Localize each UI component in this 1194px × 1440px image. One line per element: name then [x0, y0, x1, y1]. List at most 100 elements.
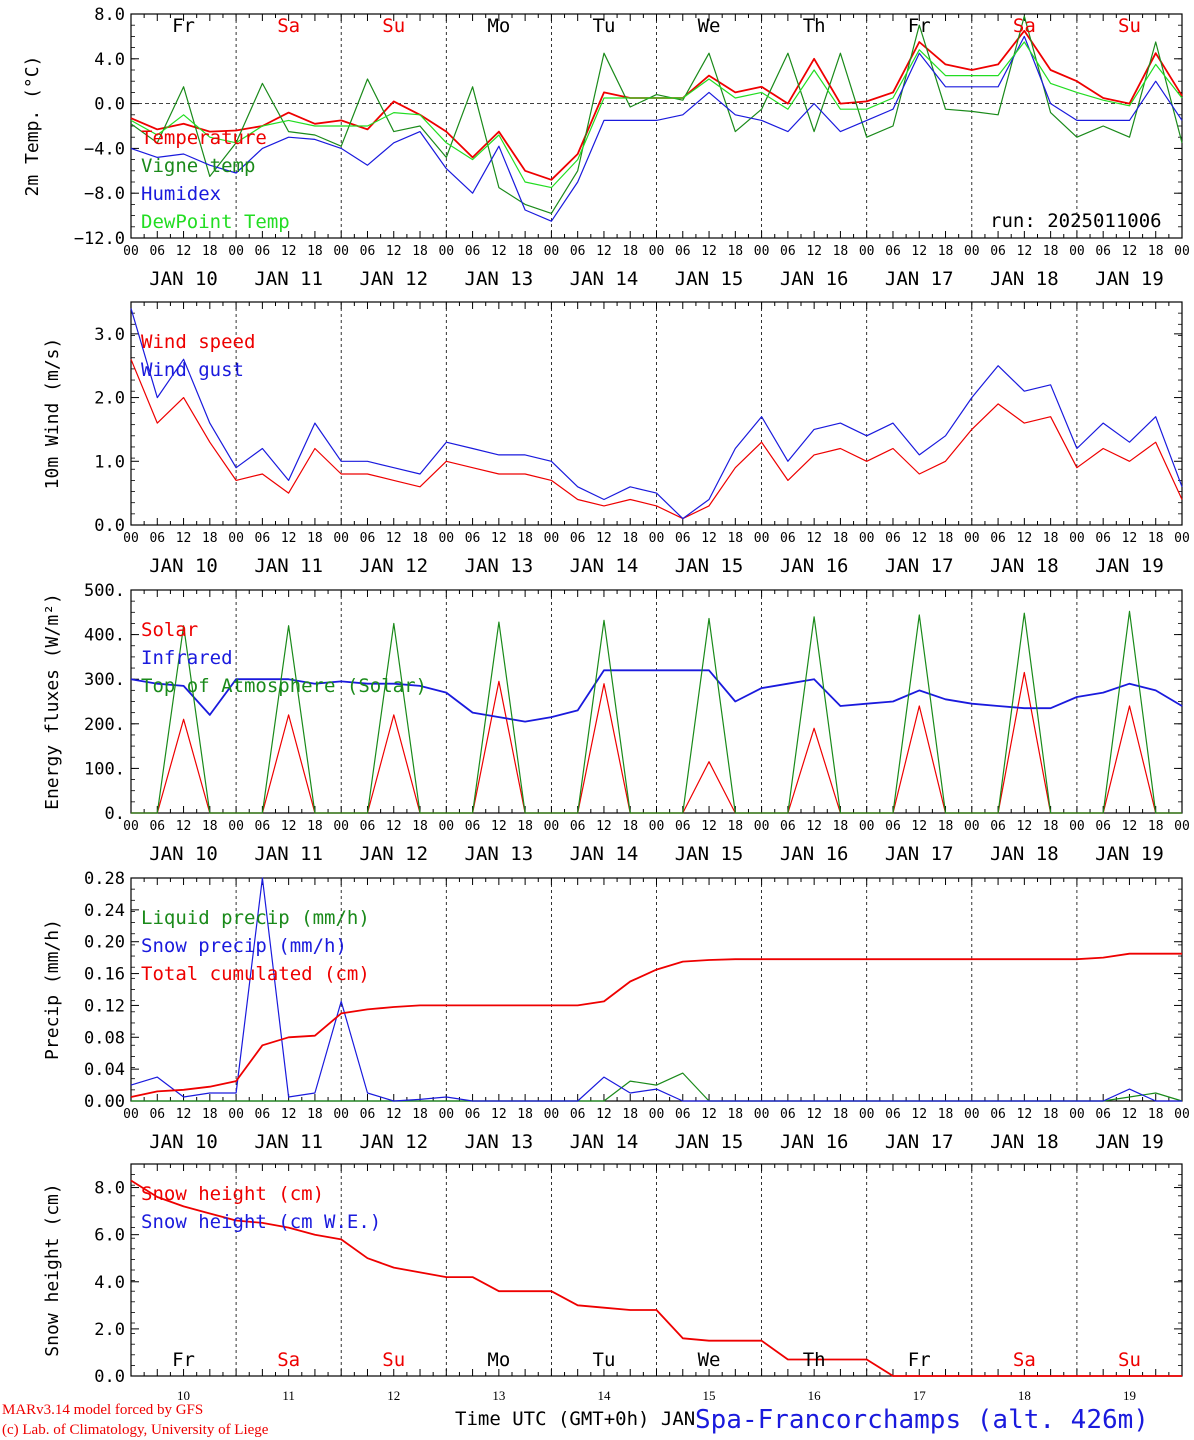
hour-tick-label: 12 — [386, 1107, 402, 1122]
date-label: JAN 12 — [359, 1131, 428, 1153]
hour-tick-label: 12 — [1122, 244, 1138, 259]
date-label: JAN 14 — [570, 843, 639, 865]
date-label: JAN 13 — [465, 268, 534, 290]
hour-tick-label: 12 — [386, 819, 402, 834]
hour-tick-label: 18 — [938, 244, 954, 259]
date-label: JAN 14 — [570, 555, 639, 577]
hour-tick-label: 00 — [649, 531, 665, 546]
hour-tick-label: 18 — [517, 531, 533, 546]
hour-tick-label: 00 — [333, 244, 349, 259]
hour-tick-label: 06 — [1095, 1107, 1111, 1122]
hour-tick-label: 18 — [622, 531, 638, 546]
panel-frame — [130, 589, 1183, 814]
y-tick-label: 0.0 — [94, 95, 125, 115]
hour-tick-label: 06 — [360, 819, 376, 834]
y-tick-label: 4.0 — [94, 1273, 125, 1293]
credit-line-1: MARv3.14 model forced by GFS — [2, 1402, 203, 1418]
hour-tick-label: 12 — [1017, 531, 1033, 546]
date-label: JAN 19 — [1095, 1131, 1164, 1153]
hour-tick-label: 18 — [833, 531, 849, 546]
credit-line-2: (c) Lab. of Climatology, University of L… — [2, 1422, 269, 1438]
hour-tick-label: 12 — [386, 244, 402, 259]
date-label: JAN 11 — [254, 555, 323, 577]
series-line-2 — [130, 308, 1183, 520]
series-line-2 — [130, 877, 1182, 1102]
date-label: JAN 17 — [885, 268, 954, 290]
hour-tick-label: 00 — [964, 819, 980, 834]
hour-tick-label: 06 — [255, 819, 271, 834]
hour-tick-label: 00 — [964, 1107, 980, 1122]
y-tick-label: 200. — [84, 715, 125, 735]
hour-tick-label: 00 — [754, 819, 770, 834]
y-tick-label: 8.0 — [94, 1179, 125, 1199]
hour-tick-label: 00 — [438, 531, 454, 546]
hour-tick-label: 00 — [649, 1107, 665, 1122]
hour-tick-label: 18 — [833, 819, 849, 834]
legend-entry: Wind gust — [141, 359, 244, 381]
day-number-label: 13 — [492, 1388, 505, 1403]
weekday-label: Th — [803, 1349, 826, 1371]
date-label: JAN 12 — [359, 268, 428, 290]
hour-tick-label: 18 — [1148, 819, 1164, 834]
hour-tick-label: 12 — [701, 244, 717, 259]
date-label: JAN 16 — [780, 268, 849, 290]
date-label: JAN 16 — [780, 843, 849, 865]
hour-tick-label: 00 — [649, 244, 665, 259]
legend-entry: Snow height (cm W.E.) — [141, 1211, 381, 1233]
date-label: JAN 18 — [990, 843, 1059, 865]
panel-5: 8.0 6.0 4.0 2.0 0.0 Snow height (cm) Snow heig… — [42, 1163, 1183, 1403]
date-label: JAN 13 — [465, 843, 534, 865]
date-label: JAN 15 — [675, 555, 744, 577]
date-label: JAN 15 — [675, 268, 744, 290]
y-axis-label: 10m Wind (m/s) — [42, 338, 63, 490]
weekday-label: Sa — [277, 15, 300, 37]
hour-tick-label: 18 — [622, 244, 638, 259]
hour-tick-label: 00 — [649, 819, 665, 834]
hour-tick-label: 12 — [176, 244, 192, 259]
date-label: JAN 10 — [149, 555, 218, 577]
hour-tick-label: 00 — [228, 1107, 244, 1122]
hour-tick-label: 18 — [1043, 1107, 1059, 1122]
legend-entry: Liquid precip (mm/h) — [141, 907, 370, 929]
series-line-3 — [131, 610, 1182, 814]
hour-tick-label: 12 — [386, 531, 402, 546]
hour-tick-label: 06 — [675, 531, 691, 546]
legend-entry: Solar — [141, 619, 198, 641]
hour-tick-label: 06 — [149, 1107, 165, 1122]
hour-tick-label: 06 — [885, 244, 901, 259]
y-tick-label: 0.28 — [84, 869, 125, 889]
hour-tick-label: 06 — [780, 244, 796, 259]
date-label: JAN 11 — [254, 268, 323, 290]
date-label: JAN 12 — [359, 555, 428, 577]
hour-tick-label: 18 — [307, 244, 323, 259]
y-tick-label: 100. — [84, 759, 125, 779]
date-label: JAN 19 — [1095, 555, 1164, 577]
y-axis-label: Snow height (cm) — [42, 1183, 63, 1356]
hour-tick-label: 12 — [806, 244, 822, 259]
day-number-label: 12 — [387, 1388, 400, 1403]
series-line-2 — [130, 15, 1183, 214]
hour-tick-label: 12 — [1122, 1107, 1138, 1122]
hour-tick-label: 18 — [412, 531, 428, 546]
weekday-label: Mo — [487, 15, 510, 37]
y-tick-label: 0.04 — [84, 1060, 125, 1080]
hour-tick-label: 06 — [990, 244, 1006, 259]
date-label: JAN 19 — [1095, 843, 1164, 865]
y-axis-label: Energy fluxes (W/m²) — [42, 593, 63, 810]
y-tick-label: 0.0 — [94, 516, 125, 536]
hour-tick-label: 00 — [544, 531, 560, 546]
y-axis-label: 2m Temp. (°C) — [22, 56, 43, 197]
y-tick-label: 0.20 — [84, 933, 125, 953]
weekday-label: Fr — [908, 15, 931, 37]
hour-tick-label: 18 — [307, 819, 323, 834]
hour-tick-label: 06 — [1095, 244, 1111, 259]
hour-tick-label: 18 — [727, 1107, 743, 1122]
hour-tick-label: 00 — [859, 819, 875, 834]
day-number-label: 14 — [597, 1388, 611, 1403]
hour-tick-label: 00 — [1174, 244, 1190, 259]
hour-tick-label: 18 — [202, 244, 218, 259]
hour-tick-label: 18 — [622, 1107, 638, 1122]
legend-entry: Total cumulated (cm) — [141, 963, 370, 985]
hour-tick-label: 00 — [228, 244, 244, 259]
hour-tick-label: 00 — [544, 1107, 560, 1122]
